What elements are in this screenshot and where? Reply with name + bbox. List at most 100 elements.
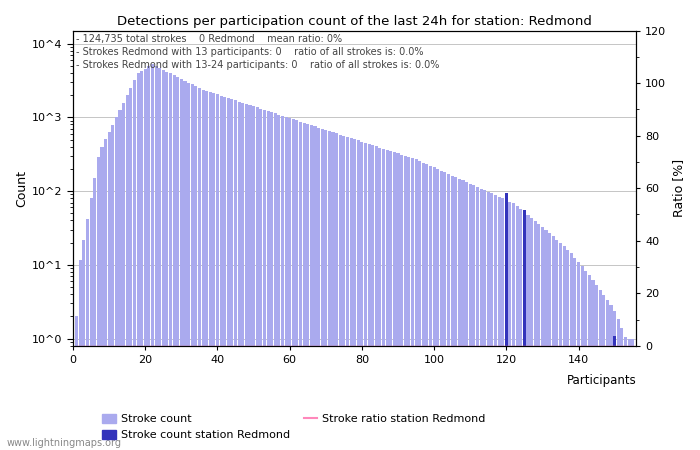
Bar — [483, 190, 486, 450]
Bar — [552, 237, 555, 450]
Bar — [541, 226, 544, 450]
Bar — [386, 150, 389, 450]
Bar — [83, 240, 85, 450]
Bar — [140, 71, 143, 450]
Bar — [559, 243, 562, 450]
Bar — [486, 192, 490, 450]
Bar — [613, 310, 616, 450]
Bar — [617, 320, 620, 450]
Bar — [411, 158, 414, 450]
Bar — [133, 81, 136, 450]
Y-axis label: Count: Count — [15, 170, 28, 207]
Bar — [144, 69, 147, 450]
Bar — [93, 178, 97, 450]
Bar — [577, 262, 580, 450]
Bar — [285, 117, 288, 450]
Bar — [443, 172, 447, 450]
Bar — [245, 104, 248, 450]
Bar — [248, 105, 251, 450]
Bar — [595, 285, 598, 450]
Bar — [602, 295, 606, 450]
Bar — [241, 103, 244, 450]
Bar — [526, 215, 529, 450]
Bar — [126, 95, 129, 450]
Bar — [328, 131, 331, 450]
Bar — [281, 116, 284, 450]
Bar — [183, 81, 186, 450]
Bar — [426, 164, 428, 450]
Bar — [346, 137, 349, 450]
Bar — [473, 185, 475, 450]
Bar — [295, 121, 298, 450]
Bar — [277, 114, 281, 450]
Bar — [263, 110, 266, 450]
Bar — [335, 133, 338, 450]
Bar — [382, 149, 385, 450]
Bar — [220, 96, 223, 450]
Bar — [136, 73, 139, 450]
Bar — [476, 187, 479, 450]
Bar — [259, 108, 262, 450]
Bar — [302, 123, 306, 450]
Bar — [592, 279, 594, 450]
Bar — [151, 64, 154, 450]
Bar — [533, 220, 537, 450]
Bar — [379, 148, 382, 450]
Bar — [418, 161, 421, 450]
Bar — [512, 203, 515, 450]
Bar — [321, 129, 323, 450]
Bar — [530, 218, 533, 450]
Bar — [548, 233, 551, 450]
Bar — [180, 79, 183, 450]
Bar — [292, 119, 295, 450]
Bar — [209, 92, 212, 450]
Bar — [545, 230, 547, 450]
Bar — [357, 140, 360, 450]
Bar — [115, 117, 118, 450]
Bar — [523, 212, 526, 450]
Text: www.lightningmaps.org: www.lightningmaps.org — [7, 438, 122, 448]
Bar — [580, 266, 584, 450]
Bar — [130, 88, 132, 450]
Bar — [610, 306, 612, 450]
Bar — [324, 130, 328, 450]
Bar — [429, 166, 432, 450]
Bar — [349, 138, 353, 450]
Bar — [555, 240, 559, 450]
Bar — [310, 125, 313, 450]
Bar — [494, 195, 497, 450]
Bar — [374, 146, 378, 450]
Bar — [620, 328, 624, 450]
Bar — [414, 159, 418, 450]
Bar — [111, 125, 114, 450]
Bar — [317, 127, 320, 450]
Bar — [252, 106, 255, 450]
Bar — [256, 108, 259, 450]
Bar — [584, 271, 587, 450]
Bar — [461, 180, 465, 450]
Bar — [122, 103, 125, 450]
Bar — [288, 118, 291, 450]
Bar — [389, 151, 392, 450]
Bar — [598, 290, 602, 450]
Bar — [505, 200, 508, 450]
Bar — [505, 193, 508, 450]
Bar — [314, 126, 316, 450]
Bar — [371, 145, 374, 450]
Title: Detections per participation count of the last 24h for station: Redmond: Detections per participation count of th… — [118, 15, 592, 28]
Bar — [480, 189, 482, 450]
Bar — [97, 157, 100, 450]
Bar — [169, 73, 172, 450]
Bar — [447, 174, 450, 450]
Bar — [332, 132, 335, 450]
Bar — [86, 219, 89, 450]
Bar — [519, 209, 522, 450]
Bar — [566, 250, 569, 450]
Bar — [613, 336, 616, 450]
Bar — [440, 171, 443, 450]
Bar — [523, 210, 526, 450]
Bar — [212, 93, 216, 450]
Bar — [148, 67, 150, 450]
Bar — [498, 197, 500, 450]
Bar — [516, 206, 519, 450]
